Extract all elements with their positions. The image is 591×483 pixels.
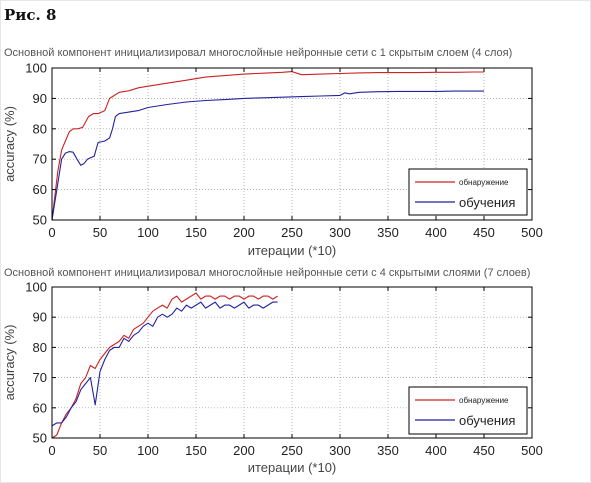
legend-label: обучения: [459, 413, 515, 428]
y-tick-label: 90: [33, 91, 47, 106]
x-tick-label: 450: [473, 225, 495, 240]
figure-label: Рис. 8: [4, 6, 57, 24]
x-axis-label: итерации (*10): [248, 460, 337, 475]
x-tick-label: 100: [137, 443, 159, 458]
legend-box: [408, 386, 528, 435]
x-tick-label: 50: [93, 225, 107, 240]
series-line-training: [51, 90, 484, 221]
legend-label: обучения: [459, 195, 515, 210]
x-tick-label: 300: [329, 225, 351, 240]
x-tick-label: 250: [281, 225, 303, 240]
y-tick-label: 70: [33, 370, 47, 385]
x-tick-label: 0: [48, 443, 55, 458]
chart-bottom: Основной компонент инициализировал много…: [2, 267, 543, 475]
y-tick-label: 60: [33, 400, 47, 415]
x-tick-label: 350: [377, 225, 399, 240]
y-tick-label: 90: [33, 310, 47, 325]
x-tick-label: 350: [377, 443, 399, 458]
x-tick-label: 200: [233, 443, 255, 458]
y-tick-label: 50: [33, 431, 47, 446]
x-tick-label: 100: [137, 225, 159, 240]
y-tick-label: 50: [33, 213, 47, 228]
y-tick-label: 80: [33, 340, 47, 355]
x-tick-label: 450: [473, 443, 495, 458]
y-tick-label: 100: [25, 280, 47, 295]
y-tick-label: 100: [25, 61, 47, 76]
y-axis-label: accuracy (%): [2, 325, 17, 401]
y-axis-label: accuracy (%): [2, 106, 17, 182]
y-tick-label: 70: [33, 152, 47, 167]
chart-title: Основной компонент инициализировал много…: [4, 47, 512, 59]
y-tick-label: 60: [33, 182, 47, 197]
legend-box: [408, 168, 528, 216]
x-tick-label: 150: [185, 443, 207, 458]
x-tick-label: 250: [281, 443, 303, 458]
x-tick-label: 50: [93, 443, 107, 458]
x-tick-label: 300: [329, 443, 351, 458]
x-axis-label: итерации (*10): [248, 243, 337, 258]
x-tick-label: 0: [48, 225, 55, 240]
series-line-detection: [51, 71, 484, 221]
chart-title: Основной компонент инициализировал много…: [4, 267, 530, 279]
x-tick-label: 500: [521, 443, 543, 458]
x-tick-label: 500: [521, 225, 543, 240]
x-tick-label: 400: [425, 225, 447, 240]
x-tick-label: 200: [233, 225, 255, 240]
x-tick-label: 150: [185, 225, 207, 240]
y-tick-label: 80: [33, 121, 47, 136]
series-line-training: [51, 301, 278, 427]
legend-label: обнаружение: [459, 178, 509, 187]
legend-label: обнаружение: [459, 396, 509, 405]
chart-top: Основной компонент инициализировал много…: [2, 47, 543, 258]
series-line-detection: [51, 292, 278, 439]
x-tick-label: 400: [425, 443, 447, 458]
